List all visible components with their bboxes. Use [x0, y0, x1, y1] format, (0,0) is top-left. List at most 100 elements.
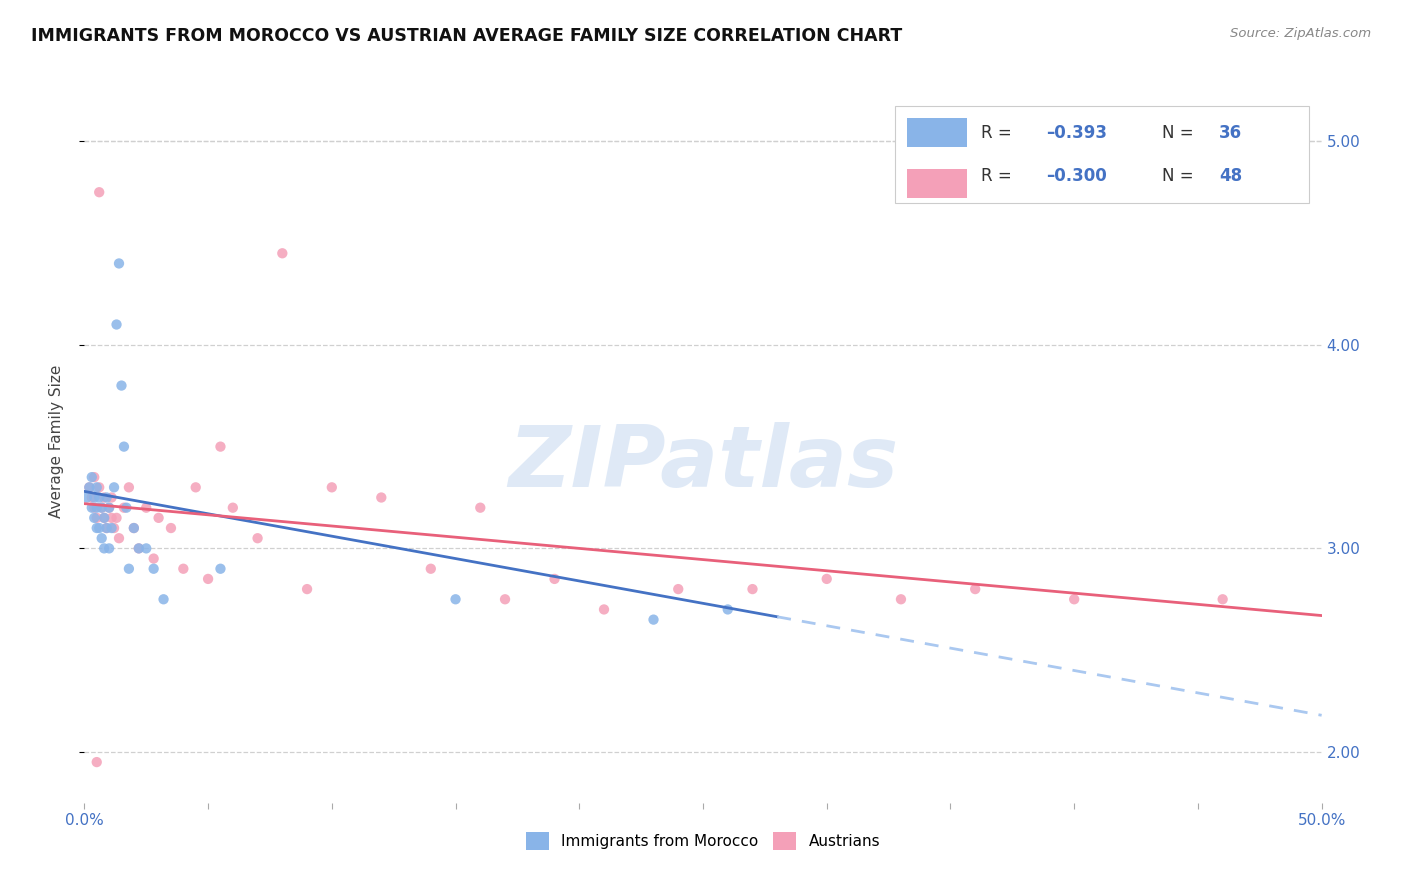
Point [79, 480, 101, 494]
Point [96, 521, 118, 535]
Text: 48: 48 [1219, 167, 1241, 185]
Point [197, 572, 219, 586]
Point [717, 602, 740, 616]
Text: ZIPatlas: ZIPatlas [508, 422, 898, 505]
Text: –0.393: –0.393 [1046, 124, 1107, 142]
Point [815, 572, 838, 586]
Point [76, 491, 98, 505]
Point [148, 511, 170, 525]
Point [89, 521, 111, 535]
Point [142, 551, 165, 566]
Point [83, 511, 105, 525]
Point [86, 500, 108, 515]
Point [86, 521, 108, 535]
Point [98, 500, 121, 515]
Point [98, 500, 121, 515]
Y-axis label: Average Family Size: Average Family Size [49, 365, 63, 518]
Point [494, 592, 516, 607]
Legend: Immigrants from Morocco, Austrians: Immigrants from Morocco, Austrians [520, 826, 886, 856]
Point [100, 491, 122, 505]
Point [80, 500, 103, 515]
Text: N =: N = [1161, 167, 1194, 185]
Point [118, 562, 141, 576]
Point [90, 500, 112, 515]
FancyBboxPatch shape [894, 105, 1309, 203]
Point [184, 480, 207, 494]
Text: Source: ZipAtlas.com: Source: ZipAtlas.com [1230, 27, 1371, 40]
Point [89, 480, 111, 494]
Point [90, 500, 112, 515]
Point [209, 440, 232, 454]
Point [444, 592, 467, 607]
Point [80, 470, 103, 484]
Point [370, 491, 392, 505]
Text: 36: 36 [1219, 124, 1241, 142]
Text: N =: N = [1161, 124, 1194, 142]
Point [93, 491, 115, 505]
Point [741, 582, 763, 596]
Point [666, 582, 689, 596]
Point [419, 562, 441, 576]
Point [100, 511, 122, 525]
Point [93, 511, 115, 525]
Text: –0.300: –0.300 [1046, 167, 1107, 185]
Point [135, 500, 157, 515]
Point [209, 562, 232, 576]
Point [108, 256, 131, 270]
Point [135, 541, 157, 556]
Point [103, 521, 125, 535]
Point [890, 592, 912, 607]
Point [122, 521, 145, 535]
Point [105, 511, 128, 525]
Point [93, 541, 115, 556]
Point [103, 480, 125, 494]
Point [112, 500, 135, 515]
Point [543, 572, 565, 586]
Text: R =: R = [981, 167, 1012, 185]
Point [89, 491, 111, 505]
Point [271, 246, 294, 260]
Bar [907, 118, 966, 147]
Point [321, 480, 343, 494]
Point [172, 562, 194, 576]
Point [108, 531, 131, 545]
Point [222, 500, 245, 515]
Point [470, 500, 492, 515]
Point [128, 541, 150, 556]
Point [89, 185, 111, 199]
Point [79, 480, 101, 494]
Point [105, 318, 128, 332]
Point [152, 592, 174, 607]
Text: IMMIGRANTS FROM MOROCCO VS AUSTRIAN AVERAGE FAMILY SIZE CORRELATION CHART: IMMIGRANTS FROM MOROCCO VS AUSTRIAN AVER… [31, 27, 903, 45]
Point [86, 480, 108, 494]
Point [160, 521, 183, 535]
Point [246, 531, 269, 545]
Point [93, 511, 115, 525]
Point [83, 470, 105, 484]
Point [100, 521, 122, 535]
Point [142, 562, 165, 576]
Point [1212, 592, 1234, 607]
Point [86, 755, 108, 769]
Bar [907, 169, 966, 198]
Point [128, 541, 150, 556]
Point [80, 491, 103, 505]
Point [122, 521, 145, 535]
Point [86, 511, 108, 525]
Point [965, 582, 987, 596]
Point [115, 500, 138, 515]
Point [83, 500, 105, 515]
Point [90, 531, 112, 545]
Point [643, 613, 665, 627]
Point [96, 491, 118, 505]
Point [83, 491, 105, 505]
Point [98, 541, 121, 556]
Point [295, 582, 318, 596]
Text: R =: R = [981, 124, 1012, 142]
Point [96, 521, 118, 535]
Point [118, 480, 141, 494]
Point [593, 602, 616, 616]
Point [1063, 592, 1085, 607]
Point [112, 440, 135, 454]
Point [110, 378, 132, 392]
